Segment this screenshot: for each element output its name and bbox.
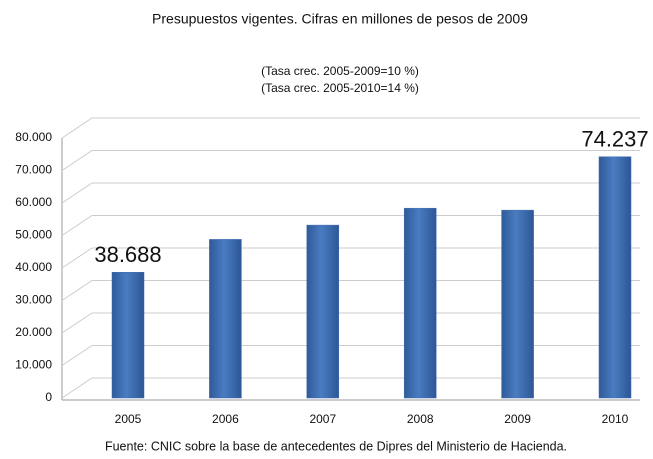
grid-line (61, 312, 640, 334)
x-tick-label: 2006 (212, 412, 239, 426)
grid-line (61, 247, 640, 269)
grid-line (61, 215, 640, 236)
y-tick-label: 30.000 (15, 293, 52, 307)
y-tick-label: 80.000 (15, 130, 52, 144)
bar (111, 272, 145, 399)
chart-subtitle: (Tasa crec. 2005-2010=14 %) (261, 81, 419, 95)
x-tick-label: 2008 (407, 412, 434, 426)
y-tick-label: 0 (45, 390, 52, 404)
chart-title: Presupuestos vigentes. Cifras en millone… (152, 11, 528, 27)
chart-subtitle: (Tasa crec. 2005-2009=10 %) (261, 64, 419, 78)
value-label: 74.237 (581, 127, 648, 152)
bar (306, 224, 340, 399)
grid-line (61, 377, 640, 399)
grid-line (61, 345, 640, 366)
bar (598, 156, 632, 399)
y-tick-label: 50.000 (15, 228, 52, 242)
x-tick-label: 2005 (115, 412, 142, 426)
y-tick-label: 10.000 (15, 358, 52, 372)
y-tick-label: 70.000 (15, 163, 52, 177)
grid-line (61, 117, 640, 139)
y-tick-label: 40.000 (15, 260, 52, 274)
value-label: 38.688 (94, 242, 161, 267)
source-note: Fuente: CNIC sobre la base de antecedent… (105, 439, 567, 453)
y-tick-label: 60.000 (15, 195, 52, 209)
y-tick-label: 20.000 (15, 325, 52, 339)
x-tick-label: 2007 (309, 412, 336, 426)
grid-line (61, 280, 640, 301)
x-tick-label: 2010 (602, 412, 629, 426)
x-tick-label: 2009 (504, 412, 531, 426)
bar (403, 207, 437, 399)
grid-line (61, 150, 640, 171)
bar (209, 239, 242, 399)
bar (501, 209, 534, 399)
grid-line (61, 182, 640, 204)
